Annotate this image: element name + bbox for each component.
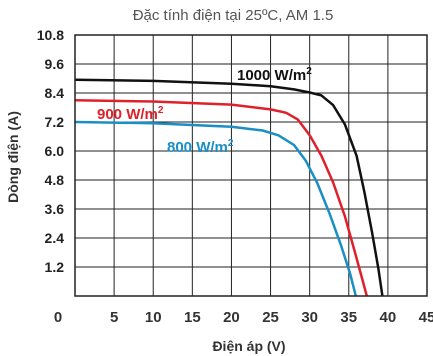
series-label-base: 900 W/m [97,106,158,123]
x-tick-label: 25 [262,309,279,326]
series-label-1: 900 W/m2 [97,105,164,123]
y-tick-label: 8.4 [45,85,65,101]
x-axis-label: Điện áp (V) [212,338,285,354]
x-tick-label: 15 [184,309,201,326]
series-label-sup: 2 [228,138,234,149]
plot-frame [74,34,428,297]
x-tick-label: 35 [340,309,357,326]
series-label-sup: 2 [306,66,312,77]
series-label-base: 800 W/m [167,139,228,156]
y-tick-label: 1.2 [45,259,65,275]
chart-title: Đặc tính điện tại 25ºC, AM 1.5 [133,7,334,24]
series-label-2: 800 W/m2 [167,138,234,156]
y-tick-label: 2.4 [45,230,65,246]
y-tick-label: 9.6 [45,56,65,72]
y-tick-label: 7.2 [45,114,65,130]
y-tick-label: 6.0 [45,143,65,159]
series-line-1 [74,99,369,297]
x-tick-label: 40 [380,309,397,326]
x-tick-labels: 0 5 10 15 20 25 30 35 40 45 [54,309,433,326]
x-tick-label: 30 [301,309,318,326]
y-tick-labels: 1.2 2.4 3.6 4.8 6.0 7.2 8.4 9.6 10.8 [37,27,64,275]
x-tick-label: 5 [110,309,118,326]
x-tick-label: 45 [419,309,433,326]
series-label-sup: 2 [158,105,164,116]
y-tick-label: 3.6 [45,201,65,217]
series-layer [74,78,384,297]
series-line-2 [74,120,358,297]
y-axis-label: Dòng điện (A) [5,111,21,203]
x-tick-label: 0 [54,309,62,326]
y-tick-label: 10.8 [37,27,64,43]
series-label-0: 1000 W/m2 [237,66,312,84]
x-tick-label: 20 [223,309,240,326]
y-tick-label: 4.8 [45,172,65,188]
series-label-base: 1000 W/m [237,67,306,84]
series-line-0 [74,78,384,297]
x-tick-label: 10 [145,309,162,326]
grid [75,35,427,296]
